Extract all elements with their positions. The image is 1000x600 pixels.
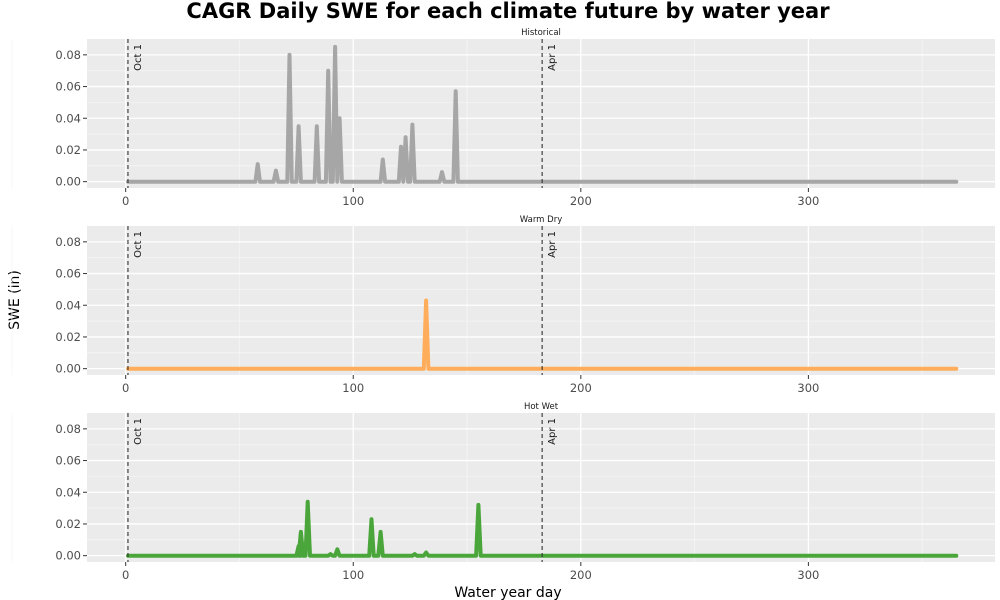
reference-line-label: Oct 1	[133, 418, 144, 445]
y-tick-label: 0.02	[55, 517, 81, 531]
x-tick-label: 200	[570, 194, 592, 208]
series-line	[126, 44, 959, 184]
reference-line-label: Apr 1	[547, 418, 558, 445]
panel-background	[87, 226, 995, 375]
y-axis-label: SWE (in)	[7, 270, 23, 330]
x-tick-label: 100	[342, 568, 364, 582]
panel-background	[87, 39, 995, 188]
x-tick-label: 0	[122, 568, 129, 582]
y-tick-label: 0.00	[55, 362, 81, 376]
y-tick-label: 0.06	[55, 80, 81, 94]
panel-title: Historical	[521, 28, 561, 38]
y-tick-label: 0.06	[55, 454, 81, 468]
y-tick-label: 0.08	[55, 235, 81, 249]
x-axis-label: Water year day	[454, 585, 561, 600]
y-tick-label: 0.06	[55, 267, 81, 281]
x-tick-label: 300	[797, 568, 819, 582]
reference-line-label: Apr 1	[547, 44, 558, 71]
y-tick-label: 0.02	[55, 143, 81, 157]
x-tick-label: 200	[570, 568, 592, 582]
series-line	[126, 298, 959, 371]
x-tick-label: 300	[797, 194, 819, 208]
x-tick-label: 0	[122, 194, 129, 208]
x-tick-label: 0	[122, 381, 129, 395]
panel-title: Hot Wet	[524, 402, 559, 412]
x-tick-label: 200	[570, 381, 592, 395]
y-tick-label: 0.08	[55, 48, 81, 62]
y-tick-label: 0.08	[55, 422, 81, 436]
y-tick-label: 0.04	[55, 111, 81, 125]
chart-title: CAGR Daily SWE for each climate future b…	[186, 0, 830, 23]
y-tick-label: 0.00	[55, 175, 81, 189]
y-tick-label: 0.04	[55, 485, 81, 499]
series-line	[126, 499, 959, 558]
reference-line-label: Oct 1	[133, 44, 144, 71]
reference-line-label: Apr 1	[547, 231, 558, 258]
reference-line-label: Oct 1	[133, 231, 144, 258]
x-tick-label: 100	[342, 381, 364, 395]
y-tick-label: 0.00	[55, 549, 81, 563]
x-tick-label: 300	[797, 381, 819, 395]
panel-background	[87, 413, 995, 562]
y-tick-label: 0.04	[55, 298, 81, 312]
x-tick-label: 100	[342, 194, 364, 208]
y-tick-label: 0.02	[55, 330, 81, 344]
panel-title: Warm Dry	[520, 215, 562, 225]
